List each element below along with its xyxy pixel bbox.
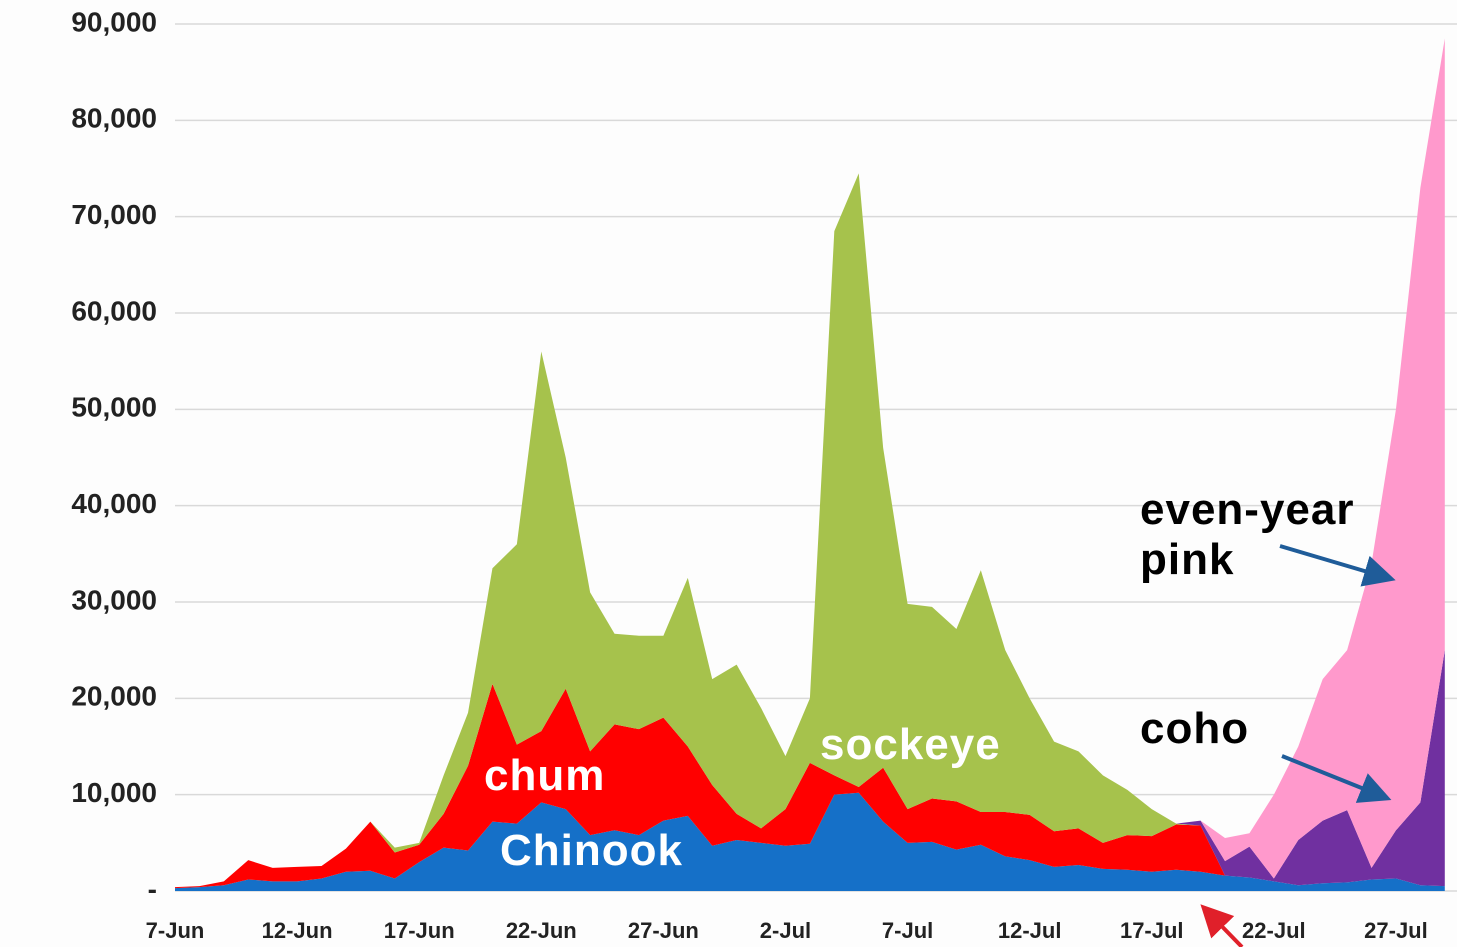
x-tick-label: 22-Jul bbox=[1242, 918, 1306, 943]
series-label: even-year pink bbox=[1140, 485, 1355, 584]
y-tick-label: 80,000 bbox=[71, 103, 157, 134]
series-label: chum bbox=[484, 751, 606, 800]
series-label: coho bbox=[1140, 704, 1250, 753]
series-label: Chinook bbox=[500, 826, 683, 875]
y-tick-label: 90,000 bbox=[71, 6, 157, 37]
series-label: sockeye bbox=[820, 720, 1001, 769]
y-tick-label: - bbox=[148, 873, 157, 904]
x-tick-label: 17-Jun bbox=[384, 918, 455, 943]
area bbox=[175, 683, 1445, 889]
y-tick-label: 60,000 bbox=[71, 295, 157, 326]
area bbox=[175, 173, 1445, 888]
y-tick-label: 40,000 bbox=[71, 488, 157, 519]
x-tick-label: 7-Jun bbox=[146, 918, 205, 943]
x-tick-label: 12-Jun bbox=[262, 918, 333, 943]
y-tick-label: 20,000 bbox=[71, 681, 157, 712]
y-tick-label: 30,000 bbox=[71, 584, 157, 615]
y-tick-label: 50,000 bbox=[71, 392, 157, 423]
x-tick-label: 27-Jul bbox=[1364, 918, 1428, 943]
x-tick-label: 27-Jun bbox=[628, 918, 699, 943]
area bbox=[175, 38, 1445, 888]
arrow bbox=[1200, 904, 1244, 947]
y-tick-label: 10,000 bbox=[71, 777, 157, 808]
x-tick-label: 17-Jul bbox=[1120, 918, 1184, 943]
y-tick-label: 70,000 bbox=[71, 199, 157, 230]
area bbox=[175, 792, 1445, 891]
x-tick-label: 2-Jul bbox=[760, 918, 811, 943]
arrow bbox=[1279, 544, 1396, 587]
arrow bbox=[1281, 754, 1392, 803]
x-tick-label: 12-Jul bbox=[998, 918, 1062, 943]
x-tick-label: 7-Jul bbox=[882, 918, 933, 943]
x-tick-label: 22-Jun bbox=[506, 918, 577, 943]
